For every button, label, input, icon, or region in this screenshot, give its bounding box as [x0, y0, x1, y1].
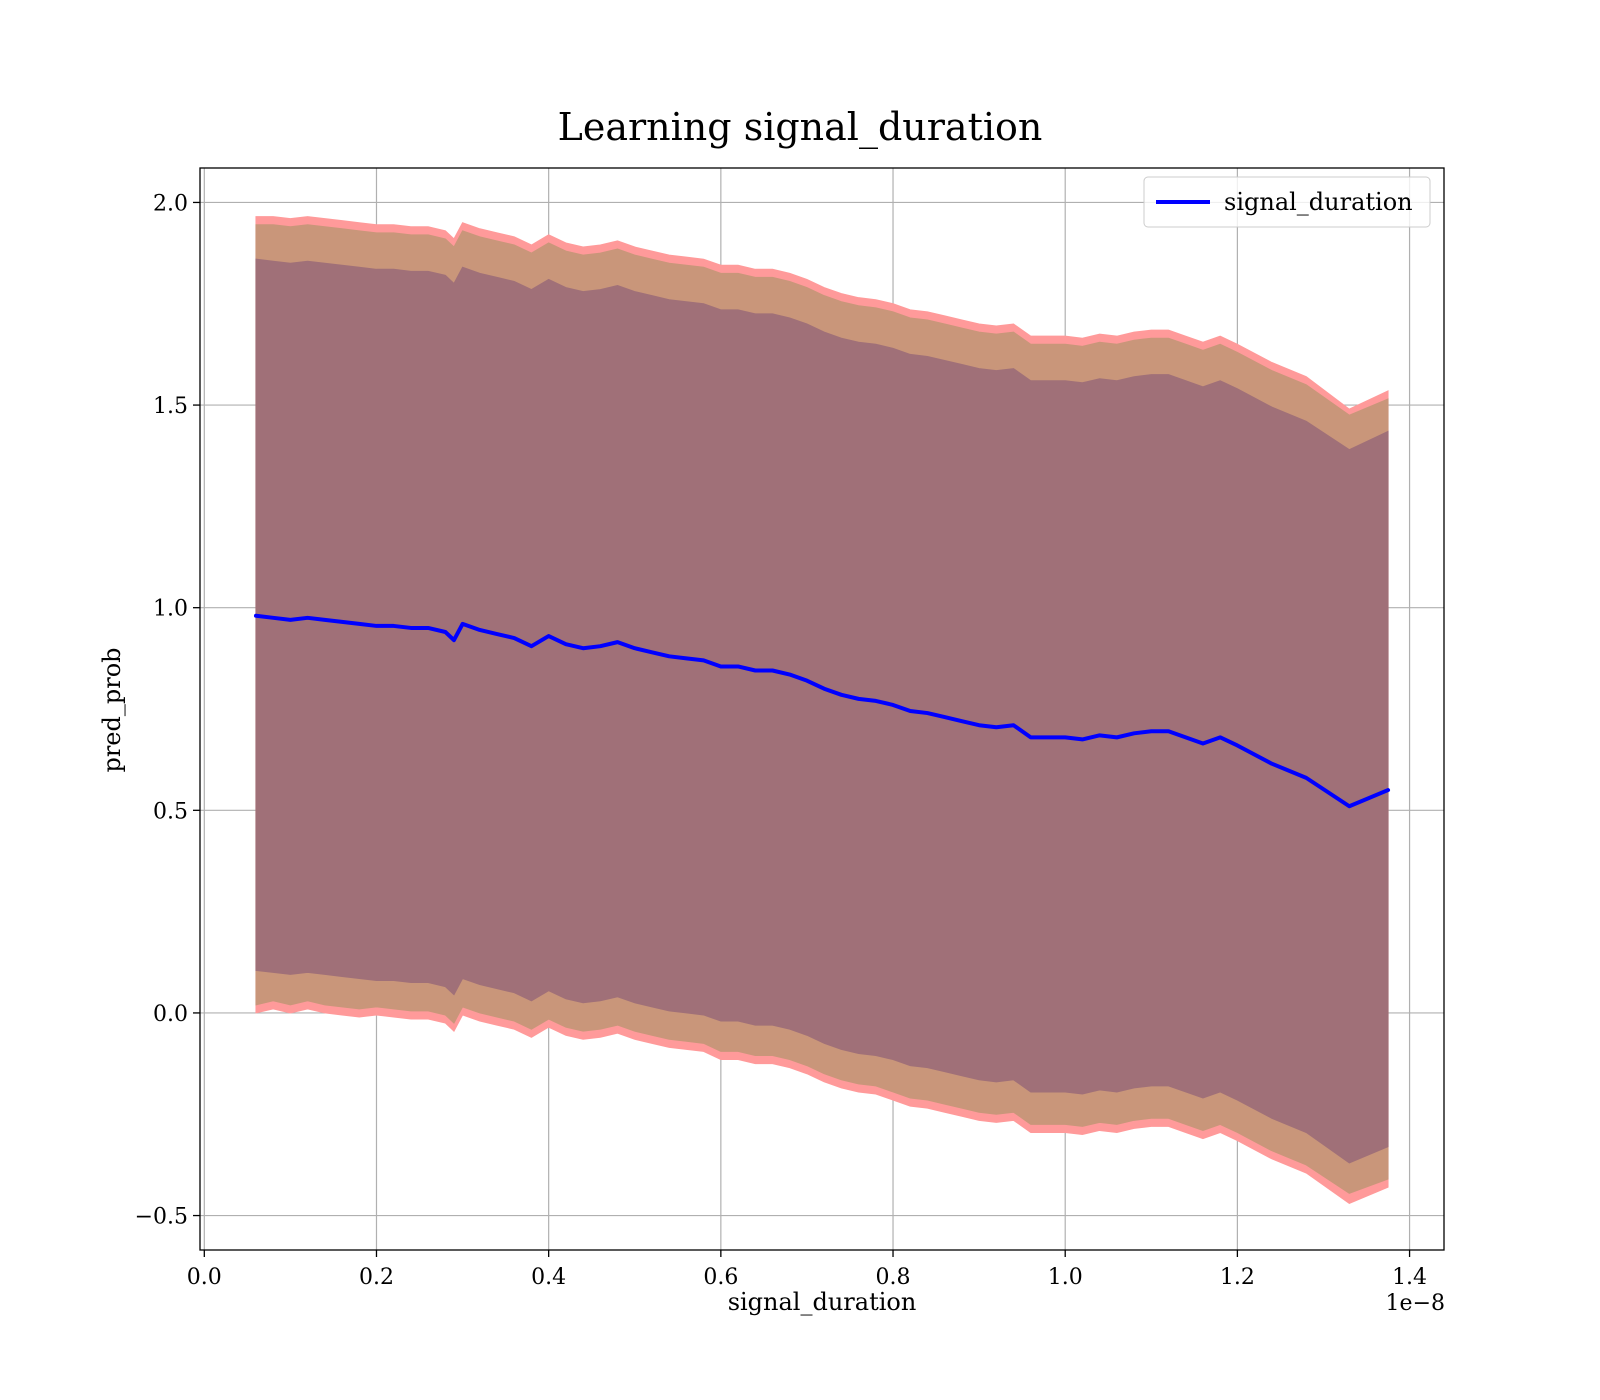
x-axis-label: signal_duration: [728, 1288, 917, 1316]
x-tick-label: 1.0: [1048, 1265, 1083, 1290]
y-tick-label: 0.5: [153, 799, 188, 824]
x-tick-label: 0.0: [187, 1265, 222, 1290]
legend-entry-label: signal_duration: [1224, 188, 1413, 216]
x-tick-label: 0.2: [359, 1265, 394, 1290]
x-axis-offset-label: 1e−8: [1386, 1291, 1445, 1316]
y-axis-label: pred_prob: [98, 647, 126, 772]
y-tick-label: 1.0: [153, 597, 188, 622]
chart-title: Learning signal_duration: [558, 105, 1043, 150]
y-tick-label: 0.0: [153, 1002, 188, 1027]
series-lines: [253, 613, 1391, 809]
y-tick-label: 1.5: [153, 394, 188, 419]
plot-frame: [199, 167, 1445, 1251]
confidence-band-3: [255, 258, 1389, 1164]
x-tick-label: 0.4: [531, 1265, 566, 1290]
series-line-signal-duration: [253, 613, 1391, 809]
x-tick-label: 0.8: [876, 1265, 911, 1290]
axes: 0.0 0.2 0.4 0.6 0.8 1.0 1.2 1.4 −0.5 0.0 0.5 1.0 1.5…: [135, 167, 1445, 1290]
x-tick-label: 1.2: [1220, 1265, 1255, 1290]
x-tick-label: 0.6: [703, 1265, 738, 1290]
y-tick-label: 2.0: [153, 191, 188, 216]
legend: signal_duration: [1143, 176, 1431, 228]
y-tick-label: −0.5: [135, 1205, 188, 1230]
x-tick-label: 1.4: [1392, 1265, 1427, 1290]
legend-box: [1143, 176, 1431, 228]
confidence-bands: [255, 216, 1389, 1204]
